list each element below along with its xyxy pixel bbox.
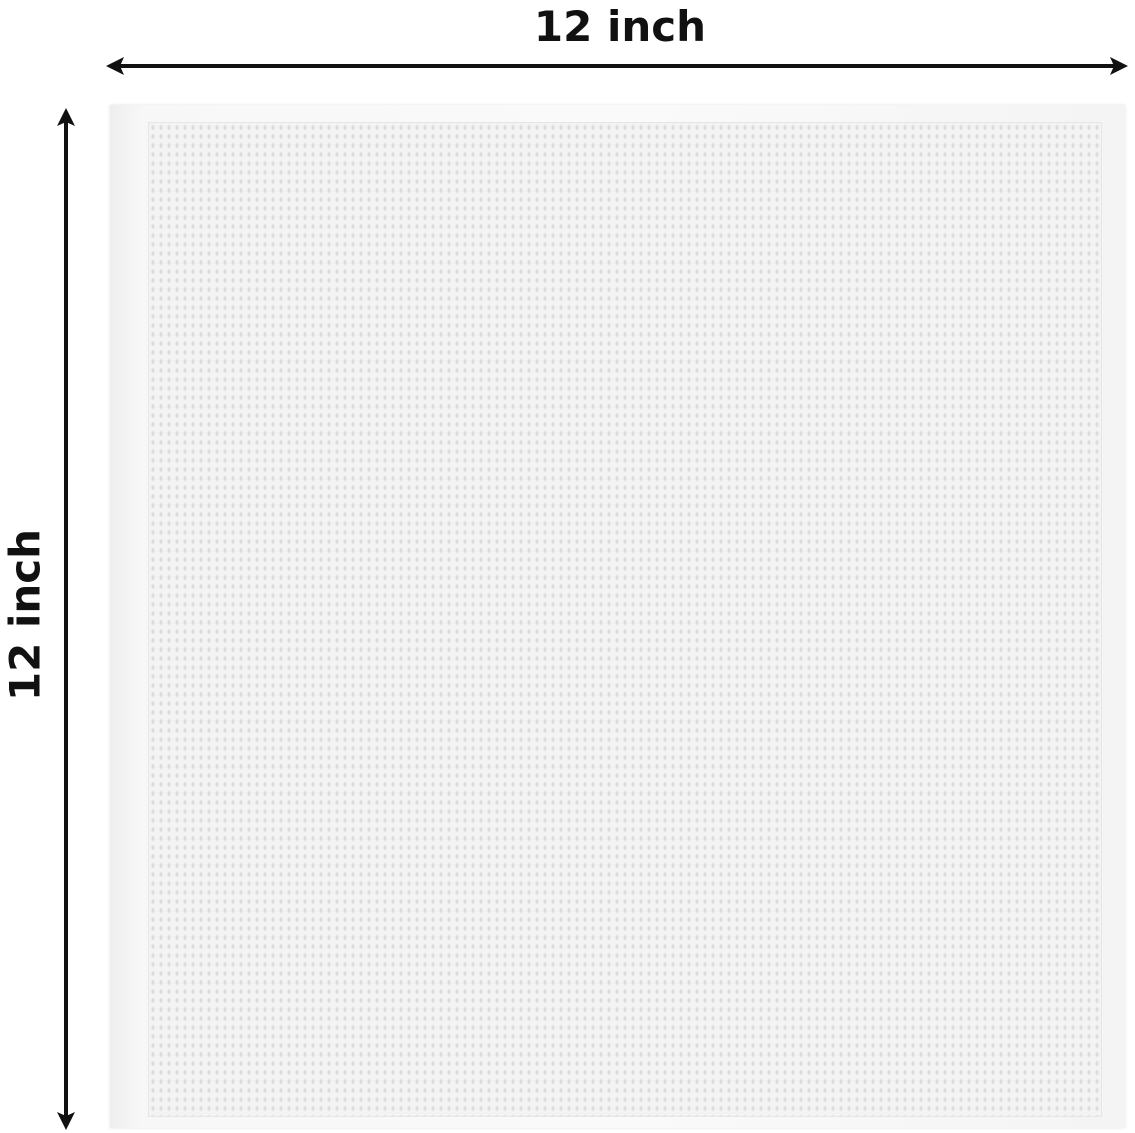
mesh-panel [148,122,1102,1117]
height-label: 12 inch [0,528,50,702]
width-arrow [106,57,1128,75]
height-arrow [57,108,75,1130]
width-label: 12 inch [533,2,707,51]
